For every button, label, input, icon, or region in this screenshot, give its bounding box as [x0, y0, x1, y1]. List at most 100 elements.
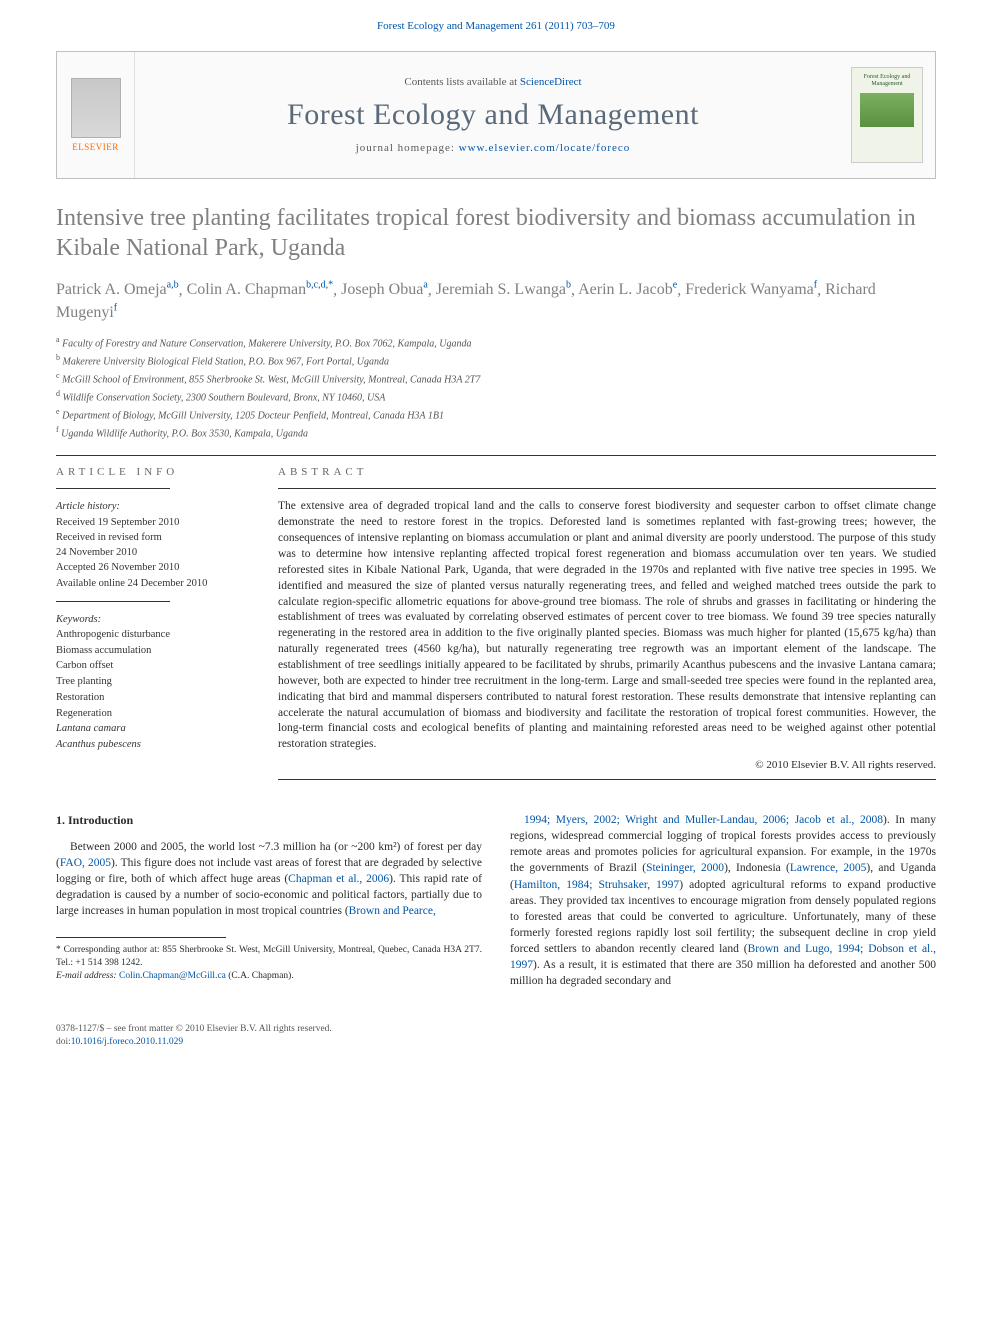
homepage-label: journal homepage: [356, 142, 455, 154]
header-center: Contents lists available at ScienceDirec… [135, 76, 851, 154]
contents-available-label: Contents lists available at [404, 76, 517, 88]
author-affiliation-sup: b [566, 280, 571, 291]
citation-link[interactable]: FAO, 2005 [60, 857, 111, 869]
abstract-rule [278, 488, 936, 489]
citation-link[interactable]: 1994; Myers, 2002; Wright and Muller-Lan… [524, 814, 883, 826]
affiliation: b Makerere University Biological Field S… [56, 352, 936, 370]
elsevier-label: ELSEVIER [72, 142, 119, 152]
page-footer: 0378-1127/$ – see front matter © 2010 El… [0, 1013, 992, 1069]
affiliation: c McGill School of Environment, 855 Sher… [56, 370, 936, 388]
affiliation-key: a [56, 335, 60, 344]
info-divider-2 [56, 601, 170, 602]
affiliation: e Department of Biology, McGill Universi… [56, 406, 936, 424]
author: Patrick A. Omejaa,b [56, 281, 179, 298]
history-line: Received in revised form [56, 530, 246, 545]
info-divider-1 [56, 488, 170, 489]
affiliation: a Faculty of Forestry and Nature Conserv… [56, 334, 936, 352]
history-label: Article history: [56, 499, 246, 514]
cover-image-icon [860, 93, 914, 127]
body-column-right: 1994; Myers, 2002; Wright and Muller-Lan… [510, 812, 936, 989]
affiliation: d Wildlife Conservation Society, 2300 So… [56, 388, 936, 406]
body-columns: 1. Introduction Between 2000 and 2005, t… [56, 812, 936, 989]
article-main: Intensive tree planting facilitates trop… [0, 203, 992, 1013]
cover-title: Forest Ecology and Management [852, 74, 922, 87]
rule-under-abstract [278, 779, 936, 780]
citation-link[interactable]: Hamilton, 1984; Struhsaker, 1997 [514, 879, 679, 891]
abstract-text: The extensive area of degraded tropical … [278, 499, 936, 753]
keyword: Regeneration [56, 706, 246, 722]
keyword: Carbon offset [56, 658, 246, 674]
affiliation-key: d [56, 389, 60, 398]
homepage-line: journal homepage: www.elsevier.com/locat… [135, 142, 851, 154]
corresponding-star-icon: * [328, 280, 333, 291]
article-history: Article history: Received 19 September 2… [56, 499, 246, 590]
affiliation-key: c [56, 371, 60, 380]
footnotes: * Corresponding author at: 855 Sherbrook… [56, 944, 482, 982]
history-line: Accepted 26 November 2010 [56, 560, 246, 575]
article-title: Intensive tree planting facilitates trop… [56, 203, 936, 263]
elsevier-logo[interactable]: ELSEVIER [57, 52, 135, 178]
keyword: Acanthus pubescens [56, 737, 246, 753]
email-who: (C.A. Chapman). [228, 971, 293, 981]
journal-title: Forest Ecology and Management [135, 98, 851, 132]
abstract-heading: ABSTRACT [278, 466, 936, 478]
rule-top [56, 455, 936, 456]
doi-link[interactable]: 10.1016/j.foreco.2010.11.029 [71, 1037, 183, 1047]
author-list: Patrick A. Omejaa,b, Colin A. Chapmanb,c… [56, 279, 936, 324]
footer-copyright: 0378-1127/$ – see front matter © 2010 El… [56, 1023, 936, 1036]
article-info-column: ARTICLE INFO Article history: Received 1… [56, 466, 246, 786]
abstract-column: ABSTRACT The extensive area of degraded … [278, 466, 936, 786]
affiliation: f Uganda Wildlife Authority, P.O. Box 35… [56, 424, 936, 442]
author-affiliation-sup: f [114, 303, 117, 314]
history-line: 24 November 2010 [56, 545, 246, 560]
author: Jeremiah S. Lwangab [436, 281, 571, 298]
article-info-heading: ARTICLE INFO [56, 466, 246, 478]
homepage-url[interactable]: www.elsevier.com/locate/foreco [459, 142, 631, 154]
citation-link[interactable]: Brown and Lugo, 1994; Dobson et al., 199… [510, 943, 936, 971]
body-column-left: 1. Introduction Between 2000 and 2005, t… [56, 812, 482, 989]
running-head: Forest Ecology and Management 261 (2011)… [0, 0, 992, 41]
body-para-1: Between 2000 and 2005, the world lost ~7… [56, 839, 482, 919]
author: Joseph Obuaa [341, 281, 428, 298]
email-label: E-mail address: [56, 971, 117, 981]
info-abstract-row: ARTICLE INFO Article history: Received 1… [56, 466, 936, 786]
journal-header-bar: ELSEVIER Contents lists available at Sci… [56, 51, 936, 179]
keyword: Biomass accumulation [56, 643, 246, 659]
footnote-separator [56, 937, 226, 938]
keyword: Anthropogenic disturbance [56, 627, 246, 643]
email-line: E-mail address: Colin.Chapman@McGill.ca … [56, 970, 482, 983]
author: Colin A. Chapmanb,c,d,* [187, 281, 334, 298]
sciencedirect-link[interactable]: ScienceDirect [520, 76, 582, 88]
history-line: Received 19 September 2010 [56, 515, 246, 530]
author-affiliation-sup: e [673, 280, 677, 291]
abstract-copyright: © 2010 Elsevier B.V. All rights reserved… [278, 759, 936, 771]
body-para-2: 1994; Myers, 2002; Wright and Muller-Lan… [510, 812, 936, 989]
journal-citation: Forest Ecology and Management 261 (2011)… [377, 20, 615, 32]
citation-link[interactable]: Lawrence, 2005 [790, 862, 866, 874]
journal-cover-thumbnail[interactable]: Forest Ecology and Management [851, 67, 923, 163]
citation-link[interactable]: Brown and Pearce, [349, 905, 436, 917]
citation-link[interactable]: Steininger, 2000 [646, 862, 724, 874]
elsevier-tree-icon [71, 78, 121, 138]
author: Aerin L. Jacobe [578, 281, 677, 298]
corresponding-author-note: * Corresponding author at: 855 Sherbrook… [56, 944, 482, 970]
keywords-label: Keywords: [56, 612, 246, 627]
keywords-block: Keywords: Anthropogenic disturbanceBioma… [56, 612, 246, 753]
section-number: 1. [56, 813, 65, 827]
journal-citation-link[interactable]: Forest Ecology and Management 261 (2011)… [377, 20, 615, 32]
footer-doi: doi:10.1016/j.foreco.2010.11.029 [56, 1036, 936, 1049]
author-affiliation-sup: a [423, 280, 427, 291]
author-affiliation-sup: f [814, 280, 817, 291]
citation-link[interactable]: Chapman et al., 2006 [288, 873, 389, 885]
author: Frederick Wanyamaf [685, 281, 817, 298]
section-heading-1: 1. Introduction [56, 812, 482, 829]
keyword: Restoration [56, 690, 246, 706]
corresponding-email-link[interactable]: Colin.Chapman@McGill.ca [119, 971, 226, 981]
author-affiliation-sup: b,c,d, [306, 280, 328, 291]
contents-line: Contents lists available at ScienceDirec… [135, 76, 851, 88]
history-line: Available online 24 December 2010 [56, 576, 246, 591]
affiliation-list: a Faculty of Forestry and Nature Conserv… [56, 334, 936, 441]
section-title: Introduction [68, 813, 133, 827]
affiliation-key: e [56, 407, 60, 416]
doi-label: doi: [56, 1037, 71, 1047]
